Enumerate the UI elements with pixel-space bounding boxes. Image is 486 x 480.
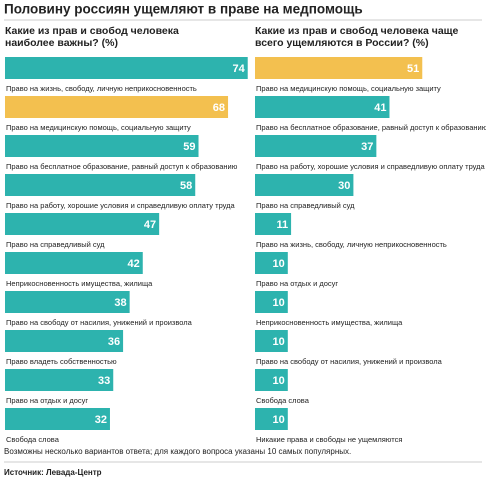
category-label: Никакие права и свободы не ущемляются: [256, 435, 402, 444]
bar: [5, 330, 124, 352]
panel-title: наиболее важны? (%): [5, 37, 118, 49]
value-label: 11: [276, 219, 288, 231]
value-label: 68: [213, 102, 225, 114]
category-label: Право на свободу от насилия, унижений и …: [256, 357, 443, 366]
bar: [5, 174, 196, 196]
category-label: Свобода слова: [6, 435, 60, 444]
value-label: 51: [407, 63, 419, 75]
category-label: Право на бесплатное образование, равный …: [256, 123, 486, 132]
panel-title: Какие из прав и свобод человека чаще: [255, 25, 459, 37]
category-label: Право на работу, хорошие условия и справ…: [256, 162, 486, 171]
category-label: Право на медицинскую помощь, социальную …: [6, 123, 191, 132]
value-label: 10: [273, 258, 285, 270]
bar: [255, 135, 377, 157]
value-label: 10: [273, 414, 285, 426]
value-label: 30: [338, 180, 350, 192]
bar: [5, 57, 248, 79]
value-label: 42: [128, 258, 140, 270]
value-label: 36: [108, 336, 120, 348]
value-label: 59: [183, 141, 195, 153]
value-label: 10: [273, 375, 285, 387]
bar: [5, 252, 143, 274]
category-label: Право на бесплатное образование, равный …: [6, 162, 238, 171]
category-label: Право на медицинскую помощь, социальную …: [256, 84, 441, 93]
value-label: 10: [273, 336, 285, 348]
note: Возможны несколько вариантов ответа; для…: [4, 447, 351, 456]
category-label: Право на отдых и досуг: [256, 279, 338, 288]
bar: [5, 369, 114, 391]
category-label: Неприкосновенность имущества, жилища: [6, 279, 153, 288]
category-label: Неприкосновенность имущества, жилища: [256, 318, 403, 327]
value-label: 37: [361, 141, 373, 153]
value-label: 32: [95, 414, 107, 426]
value-label: 10: [273, 297, 285, 309]
bar: [5, 291, 130, 313]
value-label: 33: [98, 375, 110, 387]
bar: [255, 96, 390, 118]
bar: [255, 369, 288, 391]
value-label: 74: [232, 63, 245, 75]
bar: [5, 408, 110, 430]
bar: [255, 330, 288, 352]
bar: [5, 96, 229, 118]
bar: [255, 174, 354, 196]
category-label: Право на свободу от насилия, унижений и …: [6, 318, 193, 327]
value-label: 58: [180, 180, 192, 192]
panel-title: Какие из прав и свобод человека: [5, 25, 179, 37]
category-label: Право на работу, хорошие условия и справ…: [6, 201, 236, 210]
bar: [5, 135, 199, 157]
bar: [255, 408, 288, 430]
bar: [255, 252, 288, 274]
value-label: 41: [374, 102, 386, 114]
category-label: Право на справедливый суд: [256, 201, 355, 210]
page-title: Половину россиян ущемляют в праве на мед…: [4, 2, 363, 17]
bar: [5, 213, 160, 235]
category-label: Свобода слова: [256, 396, 310, 405]
bar: [255, 291, 288, 313]
category-label: Право на жизнь, свободу, личную неприкос…: [256, 240, 447, 249]
category-label: Право на отдых и досуг: [6, 396, 88, 405]
category-label: Право владеть собственностью: [6, 357, 117, 366]
bar: [255, 213, 292, 235]
category-label: Право на жизнь, свободу, личную неприкос…: [6, 84, 197, 93]
value-label: 47: [144, 219, 156, 231]
bar: [255, 57, 423, 79]
category-label: Право на справедливый суд: [6, 240, 105, 249]
panel-title: всего ущемляются в России? (%): [255, 37, 429, 49]
value-label: 38: [114, 297, 126, 309]
source: Источник: Левада-Центр: [4, 468, 102, 477]
